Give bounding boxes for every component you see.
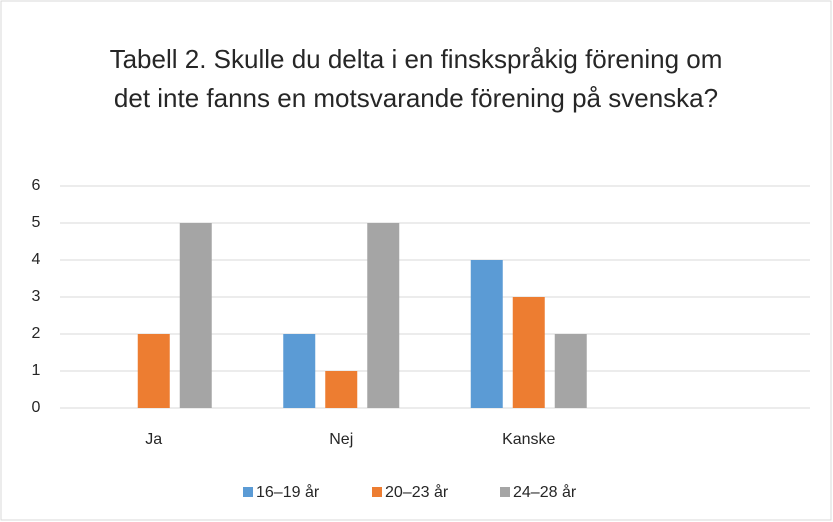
- bar: [325, 371, 358, 408]
- legend-label: 20–23 år: [385, 483, 449, 501]
- bar: [137, 334, 170, 408]
- bar: [512, 297, 545, 408]
- y-tick-label: 4: [32, 251, 41, 268]
- x-tick-label: Ja: [145, 431, 162, 448]
- x-tick-label: Kanske: [502, 431, 555, 448]
- y-tick-label: 6: [32, 177, 41, 194]
- y-tick-label: 1: [32, 362, 41, 379]
- bar: [470, 260, 503, 408]
- bar: [283, 334, 316, 408]
- y-tick-label: 3: [32, 288, 41, 305]
- legend-label: 16–19 år: [256, 483, 320, 501]
- y-tick-label: 5: [32, 214, 41, 231]
- legend-label: 24–28 år: [513, 483, 577, 501]
- legend-swatch: [372, 487, 382, 497]
- chart-title: Tabell 2. Skulle du delta i en finsksprå…: [109, 44, 723, 113]
- bar: [179, 223, 212, 408]
- legend-swatch: [500, 487, 510, 497]
- y-tick-label: 0: [32, 399, 41, 416]
- legend-swatch: [243, 487, 253, 497]
- y-tick-label: 2: [32, 325, 41, 342]
- x-tick-label: Nej: [329, 431, 353, 448]
- bar: [367, 223, 400, 408]
- bar: [554, 334, 587, 408]
